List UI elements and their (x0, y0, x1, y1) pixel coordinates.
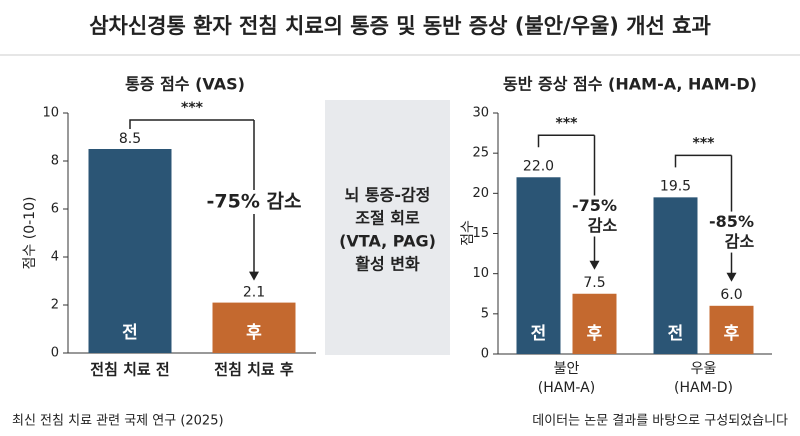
bar (212, 302, 296, 353)
change-label: -75% (572, 196, 617, 215)
bar-label: 전 (122, 323, 138, 343)
bar (653, 197, 698, 354)
bar-label: 후 (587, 323, 603, 344)
y-tick-label: 25 (472, 146, 489, 161)
bracket (537, 134, 595, 148)
value-label: 8.5 (119, 131, 141, 147)
x-tick-label: 전침 치료 전 (90, 361, 169, 379)
value-label: 19.5 (660, 178, 691, 194)
y-tick-label: 30 (472, 106, 489, 121)
label-bg (580, 215, 625, 237)
value-label: 7.5 (583, 275, 605, 291)
y-tick-label: 10 (472, 266, 489, 281)
footer-right: 데이터는 논문 결과를 바탕으로 구성되었습니다 (532, 414, 788, 429)
bar (516, 177, 561, 354)
bar-label: 후 (724, 323, 740, 344)
y-tick-label: 0 (51, 346, 59, 361)
bar (709, 305, 754, 354)
value-label: 22.0 (523, 158, 554, 174)
x-tick-label: 우울 (691, 361, 717, 377)
y-tick-label: 15 (472, 226, 489, 241)
page-title: 삼차신경통 환자 전침 치료의 통증 및 동반 증상 (불안/우울) 개선 효과 (89, 14, 711, 38)
chart-title: 동반 증상 점수 (HAM-A, HAM-D) (503, 75, 757, 94)
bar (88, 149, 172, 353)
label-bg (572, 195, 617, 217)
y-tick-label: 6 (51, 202, 59, 217)
change-label: -85% (709, 212, 754, 231)
y-tick-label: 0 (481, 347, 489, 362)
x-tick-sublabel: (HAM-A) (538, 380, 595, 396)
label-bg (199, 190, 309, 214)
value-label: 2.1 (243, 285, 265, 301)
arrow-head (726, 272, 737, 282)
center-note: 뇌 통증-감정 (345, 186, 431, 205)
y-tick-label: 20 (472, 186, 489, 201)
change-label: -75% 감소 (207, 191, 302, 213)
significance: *** (181, 100, 204, 116)
chart-title: 통증 점수 (VAS) (125, 75, 245, 94)
center-box (325, 100, 450, 355)
significance: *** (693, 135, 716, 151)
center-note: 조절 회로 (355, 209, 420, 228)
value-label: 6.0 (720, 287, 742, 303)
arrow-head (589, 260, 600, 270)
label-bg (717, 231, 762, 253)
bar-label: 전 (668, 324, 684, 344)
bracket (674, 154, 732, 168)
x-tick-sublabel: (HAM-D) (674, 380, 733, 396)
y-tick-label: 10 (42, 106, 59, 121)
arrow-head (249, 271, 259, 281)
change-label: 감소 (588, 216, 618, 235)
bar (572, 293, 617, 354)
footer-left: 최신 전침 치료 관련 국제 연구 (2025) (12, 414, 224, 429)
label-bg (709, 211, 754, 233)
x-tick-label: 불안 (554, 361, 580, 377)
y-tick-label: 8 (51, 154, 59, 169)
bar-label: 후 (246, 322, 262, 343)
x-tick-label: 전침 치료 후 (214, 361, 294, 379)
y-axis-label: 점수 (460, 220, 476, 246)
bar-label: 전 (531, 324, 547, 344)
significance: *** (556, 115, 579, 131)
center-note: (VTA, PAG) (339, 232, 436, 251)
y-tick-label: 5 (481, 306, 489, 321)
y-axis-label: 점수 (0-10) (22, 197, 38, 270)
center-note: 활성 변화 (355, 255, 420, 274)
bracket (129, 119, 254, 129)
change-label: 감소 (725, 232, 755, 251)
y-tick-label: 2 (51, 298, 59, 313)
y-tick-label: 4 (51, 250, 59, 265)
